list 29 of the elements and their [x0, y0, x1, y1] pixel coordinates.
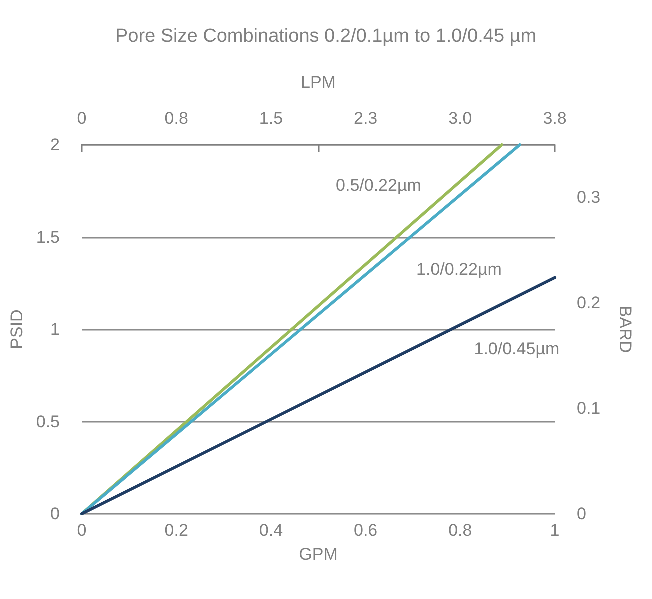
- x2-tick-label: 3.8: [543, 109, 567, 128]
- y-tick-label: 1: [50, 320, 60, 339]
- y2-tick-label: 0: [577, 504, 586, 524]
- x-tick-label: 0: [77, 521, 87, 540]
- x2-tick-label: 0.8: [164, 109, 188, 128]
- series-label: 0.5/0.22µm: [336, 176, 422, 195]
- series-label: 1.0/0.45µm: [474, 339, 560, 358]
- y-tick-label: 1.5: [36, 228, 60, 247]
- x-axis-title: GPM: [299, 545, 338, 564]
- y-tick-label: 0: [50, 504, 60, 524]
- y2-tick-label: 0.3: [577, 188, 601, 208]
- y2-tick-label: 0.2: [577, 294, 601, 313]
- x2-tick-label: 2.3: [354, 109, 378, 128]
- series-label: 1.0/0.22µm: [416, 260, 502, 279]
- x-tick-label: 0.4: [259, 521, 284, 540]
- y-axis-title: PSID: [7, 310, 26, 350]
- y-tick-label: 0.5: [36, 412, 60, 432]
- x-tick-label: 0.8: [448, 521, 472, 540]
- x-tick-label: 0.6: [354, 521, 378, 540]
- chart-title: Pore Size Combinations 0.2/0.1µm to 1.0/0.45 µm: [115, 26, 537, 47]
- x2-tick-label: 1.5: [259, 109, 284, 128]
- y-tick-label: 2: [50, 136, 60, 154]
- x2-axis-title: LPM: [301, 73, 336, 92]
- x2-tick-label: 0: [77, 109, 87, 128]
- y2-axis-title: BARD: [616, 306, 635, 354]
- x2-tick-label: 3.0: [448, 109, 472, 128]
- x-tick-label: 0.2: [164, 521, 188, 540]
- x-tick-label: 1: [550, 521, 560, 540]
- y2-tick-label: 0.1: [577, 399, 601, 418]
